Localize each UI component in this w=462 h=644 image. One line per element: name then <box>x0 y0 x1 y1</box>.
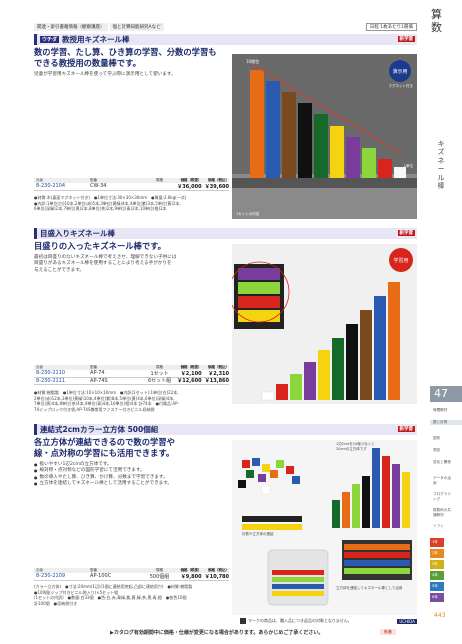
sidebar-category[interactable]: 変化と関係 <box>433 460 451 464</box>
sidebar-category[interactable]: 図形 <box>433 436 441 440</box>
footer-tag: 新着 <box>380 629 396 635</box>
product-code: 8-230-2111 <box>36 377 66 384</box>
product-code: 8-230-2110 <box>36 370 66 377</box>
price: ￥2,100 <box>180 370 202 377</box>
section-1: ウチダ 教授用キズネール棒 新学習 数の学習、たし算、ひき算の学習、分数の学習も… <box>34 34 417 78</box>
section-2-badge: 新学習 <box>397 230 415 236</box>
section-1-lead: 数の学習、たし算、ひき算の学習、分数の学習も できる教授用の数量棒です。 <box>34 47 217 68</box>
page-number: 47 <box>430 386 462 402</box>
section-3-bullets: 扱いやすい1辺2cmの立方体です。 線対称・点対称などの図形学習にて活用できます… <box>34 462 234 488</box>
spec: 1セット <box>150 370 169 377</box>
section-1-body: 児童が学習用キズネール棒を使って学ぶ際に演示用として使います。 <box>34 72 176 77</box>
price: ￥9,800 <box>180 573 202 580</box>
graduated-rods-illustration <box>232 261 400 401</box>
section-1-badge: 新学習 <box>397 36 415 42</box>
table-header: 品番 型番 規格 価格（税抜） 価格（税込） <box>34 568 230 573</box>
photo-label-1: 1辺2cmを10個つなぐと20cmの立方体です <box>336 442 375 451</box>
table-header: 品番 型番 規格 価格（税抜） 価格（税込） <box>34 178 230 183</box>
section-2: 目盛入りキズネール棒 新学習 目盛りの入ったキズネール棒です。 最初は目盛りのな… <box>34 228 417 274</box>
photo-caption: 1セットの内容 <box>236 212 260 216</box>
price: ￥36,000 <box>177 183 202 190</box>
breadcrumb-2: 個と計算知能研究Aなど <box>109 23 164 31</box>
sidebar-category[interactable]: 算数科の共通教材 <box>433 508 451 517</box>
maker-logo: UCHIDA <box>397 618 417 624</box>
sidebar-category[interactable]: プログラミング <box>433 492 451 501</box>
sidebar-category-selected[interactable]: 数と計算 <box>430 420 462 425</box>
staircase-bars-illustration <box>232 54 417 219</box>
section-3-note: (カラー立方体) ●寸法:20mm(1辺)(1個に連結用突起,凸部に連結用穴) … <box>34 584 193 606</box>
header-strip: 関連・索引書籍情報（観察講座） 個と計算知能研究Aなど 日程 1枚あたり1冊価 <box>34 22 417 32</box>
catalog-notice: ▶カタログ有効期間中に価格・仕様が変更になる場合があります。あらかじめご了承くだ… <box>110 630 324 636</box>
table-row: 8-230-2109 AP-100C 500個組 ￥9,800 ￥10,780 <box>34 573 229 581</box>
photo-label-top: 10梱包 <box>246 59 260 64</box>
grade-tab-4[interactable]: 4年 <box>430 571 444 580</box>
section-3-badge: 新学習 <box>397 426 415 432</box>
bottom-page-number: 443 <box>434 612 446 619</box>
section-1-title-text: 教授用キズネール棒 <box>62 35 130 44</box>
grade-tab-6[interactable]: 6年 <box>430 593 444 602</box>
footer-notice: マークの商品は、職入品につき返品の対象となりません。 UCHIDA <box>240 618 417 624</box>
photo-badge: 演示用 <box>389 60 411 82</box>
table-row: 8-230-2110 AP-74 1セット ￥2,100 ￥2,310 <box>34 370 229 378</box>
grade-tab-5[interactable]: 5年 <box>430 582 444 591</box>
product-code: 8-230-2109 <box>36 573 66 580</box>
grade-tab-3[interactable]: 3年 <box>430 560 444 569</box>
sidebar-category[interactable]: ソフト <box>433 524 444 528</box>
sidebar-category[interactable]: 測定 <box>433 448 441 452</box>
section-3-photo: 1辺2cmを10個つなぐと20cmの立方体です 計数や立方体の連結 立方体を連結… <box>232 440 417 615</box>
section-2-title-text: 目盛入りキズネール棒 <box>40 229 115 238</box>
section-3-title: 連結式2cmカラー立方体 500個組 新学習 <box>34 424 417 435</box>
section-1-note: ●材質:木(裏面マグネット付き) ●1単位寸法:30×30×30mm ●質量:2… <box>34 195 187 212</box>
bullet-item: 数の導入やたし算、ひき算、かけ算、分数まで学習できます。 <box>34 475 234 481</box>
section-2-body: 最初は目盛りのないキズネール棒で考えさせ、理解できない子供には 目盛りがあるキズ… <box>34 255 177 273</box>
sidebar-category[interactable]: データの活用 <box>433 476 451 485</box>
table-header: 品番 型番 規格 価格（税抜） 価格（税込） <box>34 365 230 370</box>
color-cubes-illustration <box>238 448 412 606</box>
sidebar-category[interactable]: 時間教材 <box>433 408 448 412</box>
photo-badge: 学習用 <box>389 248 413 272</box>
sidebar-vertical-label: キ ズ ネ ー ル 棒 <box>437 140 445 191</box>
breadcrumb-1: 関連・索引書籍情報（観察講座） <box>34 23 108 31</box>
price: ￥12,600 <box>177 378 202 385</box>
photo-label-small: マグネット付き <box>388 84 414 88</box>
model: AP-100C <box>90 573 112 580</box>
section-3: 連結式2cmカラー立方体 500個組 新学習 各立方体が連結できるので数の学習や… <box>34 424 417 488</box>
photo-label-2: 計数や立方体の連結 <box>242 532 274 536</box>
price-with-tax: ￥13,860 <box>204 378 230 385</box>
sidebar-subject-title: 算数 <box>431 8 442 34</box>
section-3-lead: 各立方体が連結できるので数の学習や 線・点対称の学習にも活用できます。 <box>34 437 175 458</box>
bullet-item: 線対称・点対称などの図形学習にて活用できます。 <box>34 468 234 474</box>
grade-tab-1[interactable]: 1年 <box>430 538 444 547</box>
bullet-item: 立方体を連結してキズネール棒として活用することができます。 <box>34 481 234 487</box>
price-with-tax: ￥39,600 <box>204 183 230 190</box>
brand-badge: ウチダ <box>40 36 60 43</box>
price-with-tax: ￥2,310 <box>208 370 230 377</box>
section-1-title: ウチダ 教授用キズネール棒 新学習 <box>34 34 417 45</box>
section-3-spec-table: 品番 型番 規格 価格（税抜） 価格（税込） 8-230-2109 AP-100… <box>34 568 229 581</box>
photo-caption: 立方体を連結してキズネール棒として活用 <box>336 586 403 590</box>
photo-label-right: 1単位 <box>403 164 413 168</box>
section-3-title-text: 連結式2cmカラー立方体 500個組 <box>40 425 159 434</box>
model: AP-74 <box>90 370 105 377</box>
section-1-spec-table: 品番 型番 規格 価格（税抜） 価格（税込） 8-230-2104 CW-34 … <box>34 178 229 191</box>
table-row: 8-230-2111 AP-74S 6セット組 ￥12,600 ￥13,860 <box>34 377 230 385</box>
grade-tab-2[interactable]: 2年 <box>430 549 444 558</box>
notice-icon <box>240 618 246 624</box>
section-2-lead: 目盛りの入ったキズネール棒です。 <box>34 241 166 251</box>
price-with-tax: ￥10,780 <box>204 573 230 580</box>
spec: 500個組 <box>149 573 170 580</box>
model: CW-34 <box>90 183 107 190</box>
product-code: 8-230-2104 <box>36 183 66 190</box>
section-2-title: 目盛入りキズネール棒 新学習 <box>34 228 417 239</box>
table-row: 8-230-2104 CW-34 ￥36,000 ￥39,600 <box>34 183 229 191</box>
model: AP-74S <box>90 377 108 384</box>
section-2-note: ●材質:樹脂製 ●1単位寸法:10×10×10mm ●内訳(1セット):1単位(… <box>34 390 179 412</box>
section-2-photo: 学習用 <box>232 244 417 404</box>
bullet-item: 扱いやすい1辺2cmの立方体です。 <box>34 462 234 468</box>
section-2-spec-table: 品番 型番 規格 価格（税抜） 価格（税込） 8-230-2110 AP-74 … <box>34 365 229 385</box>
section-1-photo: 10梱包 演示用 マグネット付き 1単位 1セットの内容 <box>232 54 417 219</box>
header-tag: 日程 1枚あたり1冊価 <box>365 23 417 31</box>
spec: 6セット組 <box>147 378 172 385</box>
